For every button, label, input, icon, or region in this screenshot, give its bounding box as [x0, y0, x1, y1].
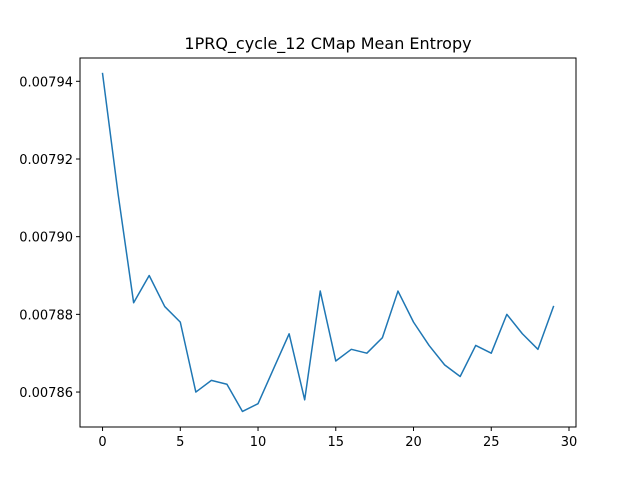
y-tick-label: 0.00794 — [19, 75, 73, 90]
x-tick-label: 15 — [328, 435, 345, 450]
x-tick-label: 25 — [483, 435, 500, 450]
series-layer — [101, 72, 555, 413]
axes-layer: 0 5 10 15 20 25 30 0.00786 0.00788 0.00790 0.00792… — [19, 75, 577, 450]
plot-background — [80, 58, 576, 427]
x-tick-label: 5 — [176, 435, 184, 450]
x-tick-label: 10 — [250, 435, 267, 450]
plot-area — [80, 58, 576, 427]
y-tick-label: 0.00790 — [19, 231, 73, 246]
x-tick-label: 0 — [98, 435, 106, 450]
series-line — [101, 72, 555, 413]
y-tick-label: 0.00792 — [19, 153, 73, 168]
y-tick-label: 0.00786 — [19, 386, 73, 401]
x-tick-label: 20 — [405, 435, 422, 450]
x-tick-label: 30 — [561, 435, 578, 450]
chart-title: 1PRQ_cycle_12 CMap Mean Entropy — [184, 34, 471, 54]
y-tick-label: 0.00788 — [19, 308, 73, 323]
axes-frame — [79, 57, 577, 428]
